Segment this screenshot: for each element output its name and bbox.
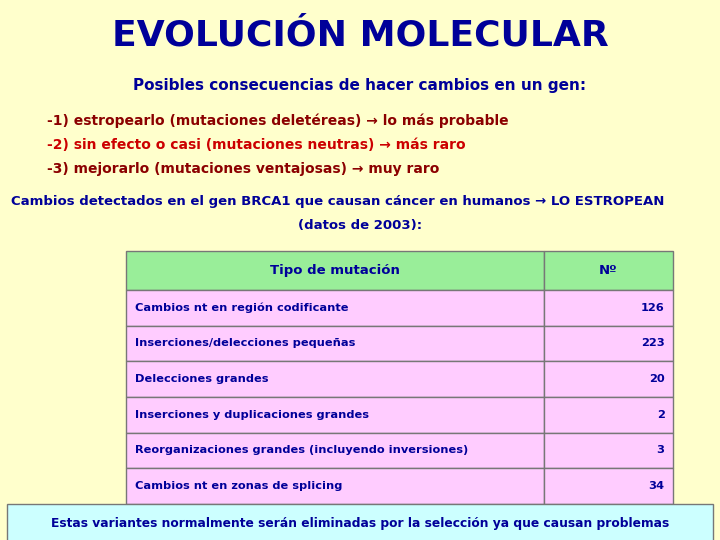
Text: 20: 20	[649, 374, 665, 384]
Text: -2) sin efecto o casi (mutaciones neutras) → más raro: -2) sin efecto o casi (mutaciones neutra…	[47, 138, 465, 152]
Bar	[544, 290, 673, 326]
Text: 223: 223	[641, 339, 665, 348]
Text: Cambios nt en zonas de splicing: Cambios nt en zonas de splicing	[135, 481, 342, 491]
Text: 3: 3	[657, 446, 665, 455]
Text: Posibles consecuencias de hacer cambios en un gen:: Posibles consecuencias de hacer cambios …	[133, 78, 587, 93]
Text: Nº: Nº	[599, 264, 618, 277]
Bar	[544, 326, 673, 361]
Text: 126: 126	[641, 303, 665, 313]
Text: 34: 34	[649, 481, 665, 491]
Bar	[126, 397, 544, 433]
Text: EVOLUCIÓN MOLECULAR: EVOLUCIÓN MOLECULAR	[112, 19, 608, 53]
Bar	[126, 290, 544, 326]
Bar	[544, 468, 673, 504]
Text: -1) estropearlo (mutaciones deletéreas) → lo más probable: -1) estropearlo (mutaciones deletéreas) …	[47, 113, 508, 128]
Text: Cambios nt en región codificante: Cambios nt en región codificante	[135, 302, 348, 313]
Text: Estas variantes normalmente serán eliminadas por la selección ya que causan prob: Estas variantes normalmente serán elimin…	[51, 517, 669, 530]
Bar	[544, 251, 673, 290]
Bar	[7, 504, 713, 540]
Bar	[544, 433, 673, 468]
Text: (datos de 2003):: (datos de 2003):	[298, 219, 422, 232]
Text: Inserciones y duplicaciones grandes: Inserciones y duplicaciones grandes	[135, 410, 369, 420]
Text: Reorganizaciones grandes (incluyendo inversiones): Reorganizaciones grandes (incluyendo inv…	[135, 446, 468, 455]
Text: 2: 2	[657, 410, 665, 420]
Text: Delecciones grandes: Delecciones grandes	[135, 374, 268, 384]
Text: Inserciones/delecciones pequeñas: Inserciones/delecciones pequeñas	[135, 339, 355, 348]
Bar	[544, 361, 673, 397]
Text: Tipo de mutación: Tipo de mutación	[270, 264, 400, 277]
Bar	[126, 433, 544, 468]
Bar	[126, 361, 544, 397]
Bar	[544, 397, 673, 433]
Bar	[126, 326, 544, 361]
Bar	[126, 468, 544, 504]
Text: Cambios detectados en el gen BRCA1 que causan cáncer en humanos → LO ESTROPEAN: Cambios detectados en el gen BRCA1 que c…	[11, 195, 664, 208]
Text: -3) mejorarlo (mutaciones ventajosas) → muy raro: -3) mejorarlo (mutaciones ventajosas) → …	[47, 162, 439, 176]
Bar	[126, 251, 544, 290]
